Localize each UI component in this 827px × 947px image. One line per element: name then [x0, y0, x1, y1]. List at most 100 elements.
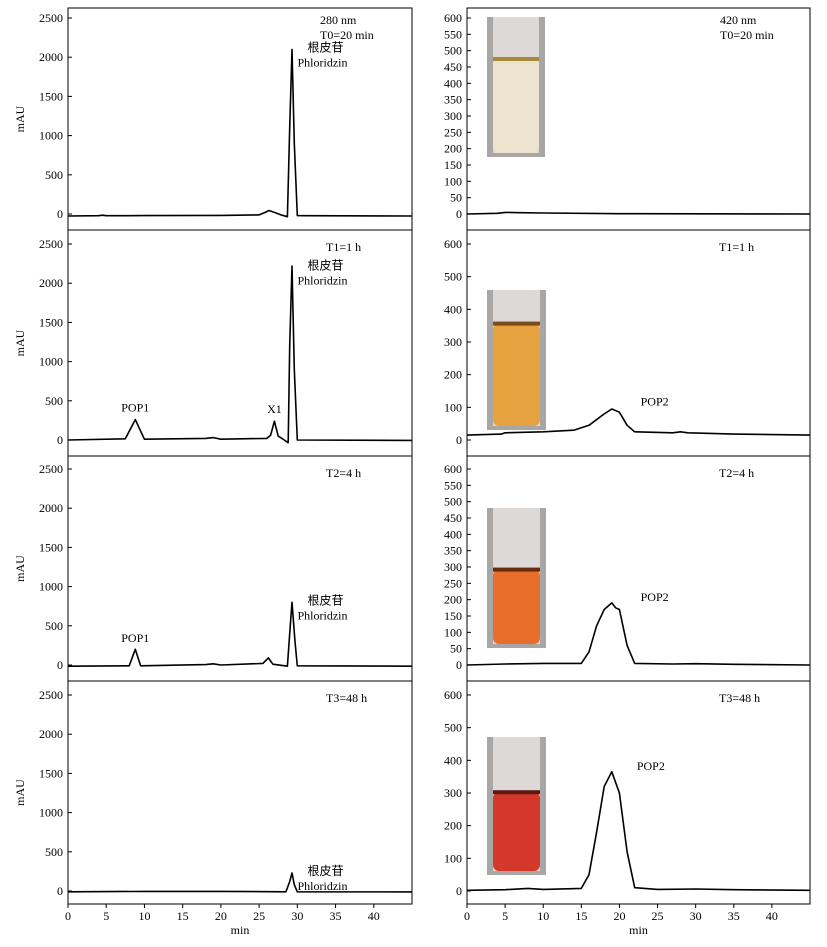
y-tick-label: 100	[444, 851, 462, 865]
chart-panel-3: 0 500 1000 1500 2000 2500 mAU T1=1 h 根皮苷Phloridz…	[13, 229, 413, 457]
x-tick-label: 5	[502, 909, 508, 923]
y-tick-label: 500	[444, 721, 462, 735]
y-tick-label: 1500	[39, 315, 63, 329]
y-tick-label: 500	[444, 495, 462, 509]
peak-label-en: Phloridzin	[298, 608, 348, 622]
timepoint-label: T2=4 h	[719, 466, 754, 480]
y-tick-label: 0	[57, 433, 63, 447]
x-tick-label: 30	[690, 909, 702, 923]
sample-tube-photo	[487, 737, 546, 875]
y-axis-label: mAU	[13, 105, 27, 132]
y-tick-label: 2500	[39, 11, 63, 25]
timepoint-label: T0=20 min	[320, 28, 374, 42]
x-tick-label: 35	[728, 909, 740, 923]
x-tick-label: 25	[652, 909, 664, 923]
y-tick-label: 1500	[39, 766, 63, 780]
y-tick-label: 1500	[39, 89, 63, 103]
panel-frame	[67, 680, 413, 905]
tube-liquid	[493, 323, 540, 426]
y-tick-label: 1500	[39, 540, 63, 554]
y-tick-label: 0	[456, 433, 462, 447]
y-tick-label: 500	[444, 270, 462, 284]
x-tick-label: 40	[766, 909, 778, 923]
y-tick-label: 100	[444, 174, 462, 188]
y-tick-label: 400	[444, 76, 462, 90]
peak-label: POP1	[121, 631, 149, 645]
y-tick-label: 1000	[39, 355, 63, 369]
y-tick-label: 500	[45, 619, 63, 633]
peak-label: POP2	[641, 590, 669, 604]
y-tick-label: 150	[444, 609, 462, 623]
y-tick-label: 2500	[39, 237, 63, 251]
y-tick-label: 2000	[39, 727, 63, 741]
chart-panel-6: 0 50 100 150 200 250 300 350 400 450 500 550 600 T2=4…	[444, 455, 811, 682]
timepoint-label: T1=1 h	[719, 240, 754, 254]
chromatogram-line	[466, 211, 811, 215]
panel-frame	[67, 229, 413, 457]
y-tick-label: 500	[444, 44, 462, 58]
timepoint-label: T0=20 min	[720, 28, 774, 42]
x-tick-label: 0	[65, 909, 71, 923]
peak-label-cn: 根皮苷	[308, 40, 344, 54]
x-tick-label: 35	[330, 909, 342, 923]
meniscus-band	[493, 567, 540, 572]
tube-liquid	[493, 569, 540, 644]
y-tick-label: 50	[450, 642, 462, 656]
peak-label-en: Phloridzin	[298, 55, 348, 69]
x-tick-label: 15	[177, 909, 189, 923]
peak-label: POP2	[637, 759, 665, 773]
wavelength-label: 280 nm	[320, 13, 357, 27]
sample-tube-photo	[487, 508, 546, 648]
peak-label: POP2	[641, 394, 669, 408]
chart-panel-7: 0 500 1000 1500 2000 2500 mAU 0 5 10 15 20 25 30 35 40 m…	[13, 680, 413, 937]
y-tick-label: 350	[444, 93, 462, 107]
y-tick-label: 350	[444, 544, 462, 558]
y-tick-label: 500	[45, 394, 63, 408]
y-tick-label: 550	[444, 478, 462, 492]
y-tick-label: 1000	[39, 806, 63, 820]
meniscus-band	[493, 790, 540, 795]
y-tick-label: 400	[444, 302, 462, 316]
meniscus-band	[493, 57, 539, 61]
y-tick-label: 500	[45, 168, 63, 182]
tube-liquid	[493, 792, 540, 871]
y-tick-label: 200	[444, 593, 462, 607]
chromatogram-line	[466, 602, 811, 666]
y-tick-label: 250	[444, 576, 462, 590]
chart-panel-4: 0 100 200 300 400 500 600 T1=1 h POP2	[444, 229, 811, 457]
chromatogram-line	[466, 771, 811, 892]
timepoint-label: T1=1 h	[326, 240, 361, 254]
y-tick-label: 600	[444, 11, 462, 25]
chromatogram-line	[67, 265, 413, 444]
x-axis-label: min	[629, 923, 648, 937]
y-tick-label: 2500	[39, 688, 63, 702]
x-tick-label: 20	[215, 909, 227, 923]
x-tick-label: 5	[103, 909, 109, 923]
chromatogram-line	[67, 601, 413, 667]
peak-label-cn: 根皮苷	[308, 593, 344, 607]
x-tick-label: 25	[253, 909, 265, 923]
y-tick-label: 150	[444, 158, 462, 172]
y-tick-label: 300	[444, 786, 462, 800]
y-tick-label: 250	[444, 125, 462, 139]
x-tick-label: 30	[291, 909, 303, 923]
y-tick-label: 200	[444, 142, 462, 156]
chromatogram-line	[67, 48, 413, 218]
y-tick-label: 0	[456, 658, 462, 672]
meniscus-band	[493, 321, 540, 326]
y-tick-label: 100	[444, 625, 462, 639]
y-tick-label: 0	[456, 207, 462, 221]
panel-frame	[67, 455, 413, 682]
x-tick-label: 20	[613, 909, 625, 923]
y-tick-label: 0	[57, 884, 63, 898]
y-tick-label: 0	[456, 884, 462, 898]
x-tick-label: 0	[464, 909, 470, 923]
timepoint-label: T3=48 h	[326, 691, 367, 705]
y-tick-label: 100	[444, 400, 462, 414]
y-tick-label: 400	[444, 753, 462, 767]
y-tick-label: 50	[450, 191, 462, 205]
y-tick-label: 300	[444, 109, 462, 123]
y-tick-label: 400	[444, 527, 462, 541]
